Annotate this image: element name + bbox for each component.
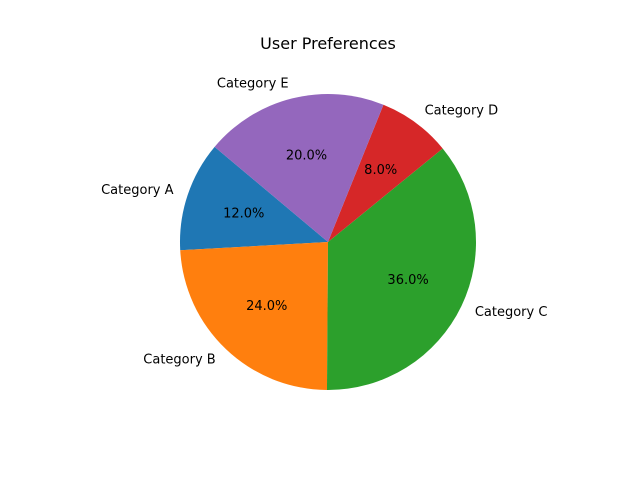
chart-title: User Preferences	[260, 34, 396, 53]
pie-slices	[179, 94, 477, 391]
pct-label: 8.0%	[364, 163, 397, 178]
pie-slice-category-b	[180, 242, 328, 390]
slice-label: Category E	[217, 77, 289, 92]
pie-slice-category-a	[179, 146, 328, 251]
pct-label: 36.0%	[387, 273, 428, 288]
slice-label: Category C	[475, 305, 548, 320]
pct-label: 24.0%	[246, 299, 287, 314]
pie-slice-category-e	[214, 94, 384, 243]
slice-label: Category A	[101, 183, 174, 198]
slice-label: Category B	[143, 352, 215, 367]
pie-slice-category-c	[326, 148, 477, 391]
pct-label: 12.0%	[223, 206, 264, 221]
pct-label: 20.0%	[286, 148, 327, 163]
slice-label: Category D	[425, 103, 499, 118]
pie-slice-category-d	[328, 104, 443, 242]
pie-labels: 12.0% Category A 24.0% Category B 36.0% Categ…	[101, 77, 547, 368]
